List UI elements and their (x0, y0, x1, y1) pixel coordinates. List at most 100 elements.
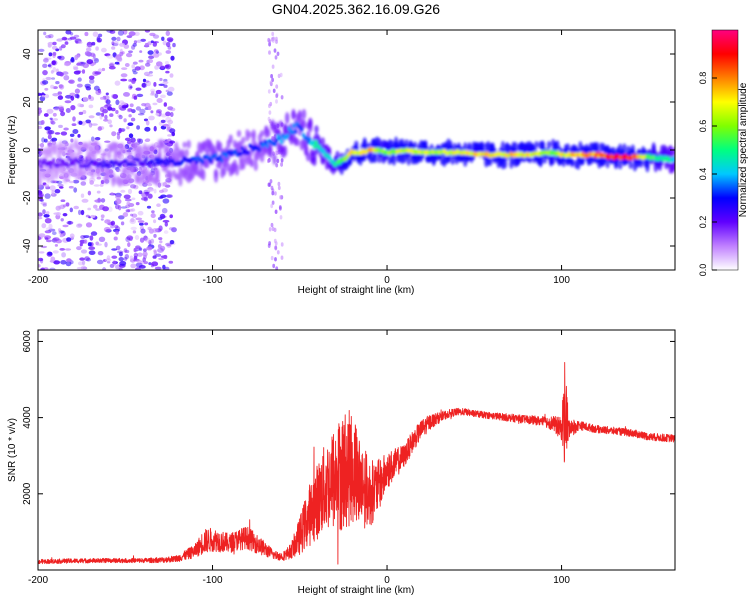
heatmap-cell (163, 230, 169, 234)
heatmap-cell (41, 137, 45, 143)
heatmap-cell (71, 123, 77, 126)
heatmap-cell (135, 245, 141, 249)
heatmap-cell (80, 158, 84, 164)
heatmap-cell (267, 89, 271, 94)
heatmap-cell (168, 38, 173, 43)
heatmap-cell (150, 213, 156, 219)
heatmap-cell (116, 36, 121, 42)
heatmap-cell (131, 197, 136, 201)
heatmap-cell (94, 71, 102, 75)
x-tick-label: 0 (384, 575, 390, 586)
heatmap-cell (160, 119, 166, 123)
heatmap-cell (136, 93, 144, 98)
heatmap-cell (47, 130, 55, 135)
heatmap-cell (128, 50, 133, 53)
x-tick-label: -100 (203, 275, 223, 286)
heatmap-cell (38, 92, 42, 96)
heatmap-cell (76, 246, 82, 251)
heatmap-cell (48, 34, 54, 39)
heatmap-cell (95, 46, 99, 51)
heatmap-cell (79, 242, 83, 247)
heatmap-cell (275, 99, 278, 104)
heatmap-cell (38, 212, 43, 217)
heatmap-cell (267, 116, 271, 122)
heatmap-cell (38, 233, 46, 238)
heatmap-cell (158, 257, 165, 261)
heatmap-cell (450, 156, 455, 165)
heatmap-cell (68, 185, 74, 189)
heatmap-cell (49, 267, 56, 270)
heatmap-cell (169, 240, 175, 245)
heatmap-cell (147, 105, 152, 111)
heatmap-cell (55, 81, 60, 85)
heatmap-cell (565, 143, 570, 151)
heatmap-cell (98, 236, 106, 242)
heatmap-cell (247, 131, 252, 138)
heatmap-cell (104, 140, 111, 143)
heatmap-cell (125, 236, 131, 242)
heatmap-cell (169, 107, 176, 112)
heatmap-cell (77, 261, 84, 266)
heatmap-cell (91, 57, 99, 62)
heatmap-cell (132, 230, 137, 234)
heatmap-cell (124, 137, 131, 141)
heatmap-cell (60, 162, 64, 167)
heatmap-cell (135, 202, 140, 206)
heatmap-cell (68, 220, 72, 225)
heatmap-cell (160, 65, 165, 69)
heatmap-cell (77, 40, 83, 44)
heatmap-cell (38, 216, 43, 220)
heatmap-cell (74, 93, 80, 99)
heatmap-cell (164, 266, 170, 270)
heatmap-cell (42, 209, 46, 215)
heatmap-cell (38, 251, 45, 254)
heatmap-cell (148, 115, 155, 121)
heatmap-cell (107, 119, 112, 125)
heatmap-cell (275, 138, 279, 143)
heatmap-cell (249, 159, 254, 168)
heatmap-cell (143, 248, 147, 252)
heatmap-cell (275, 39, 278, 44)
heatmap-cell (220, 158, 224, 163)
heatmap-cell (292, 123, 296, 128)
heatmap-cell (135, 267, 141, 270)
heatmap-cell (153, 49, 159, 54)
heatmap-cell (113, 41, 119, 47)
heatmap-cell (259, 130, 265, 137)
heatmap-cell (52, 142, 57, 154)
heatmap-cell (274, 55, 278, 60)
heatmap-cell (267, 158, 270, 164)
colorbar-label: Normalized spectral amplitude (738, 82, 749, 217)
heatmap-cell (77, 159, 81, 165)
heatmap-cell (114, 55, 122, 61)
heatmap-cell (157, 244, 162, 249)
heatmap-cell (107, 106, 113, 111)
heatmap-cell (180, 159, 185, 164)
heatmap-cell (52, 112, 57, 117)
heatmap-cell (268, 147, 273, 156)
heatmap-cell (102, 105, 108, 110)
heatmap-cell (49, 164, 53, 169)
heatmap-cell (140, 38, 146, 42)
heatmap-cell (44, 237, 49, 240)
heatmap-cell (54, 189, 61, 194)
heatmap-cell (161, 140, 166, 149)
heatmap-cell (280, 158, 284, 163)
heatmap-cell (103, 118, 109, 122)
heatmap-cell (38, 170, 43, 182)
heatmap-cell (57, 55, 62, 59)
heatmap-cell (52, 237, 60, 242)
heatmap-cell (165, 194, 172, 198)
heatmap-cell (137, 252, 143, 257)
heatmap-cell (38, 125, 43, 130)
heatmap-cell (295, 138, 300, 147)
heatmap-cell (78, 120, 83, 125)
heatmap-cell (236, 129, 242, 138)
heatmap-cell (158, 225, 163, 231)
heatmap-cell (213, 153, 218, 158)
heatmap-cell (64, 248, 72, 251)
heatmap-cell (143, 80, 150, 83)
heatmap-cell (152, 228, 159, 233)
heatmap-cell (99, 114, 103, 120)
heatmap-cell (167, 86, 175, 92)
